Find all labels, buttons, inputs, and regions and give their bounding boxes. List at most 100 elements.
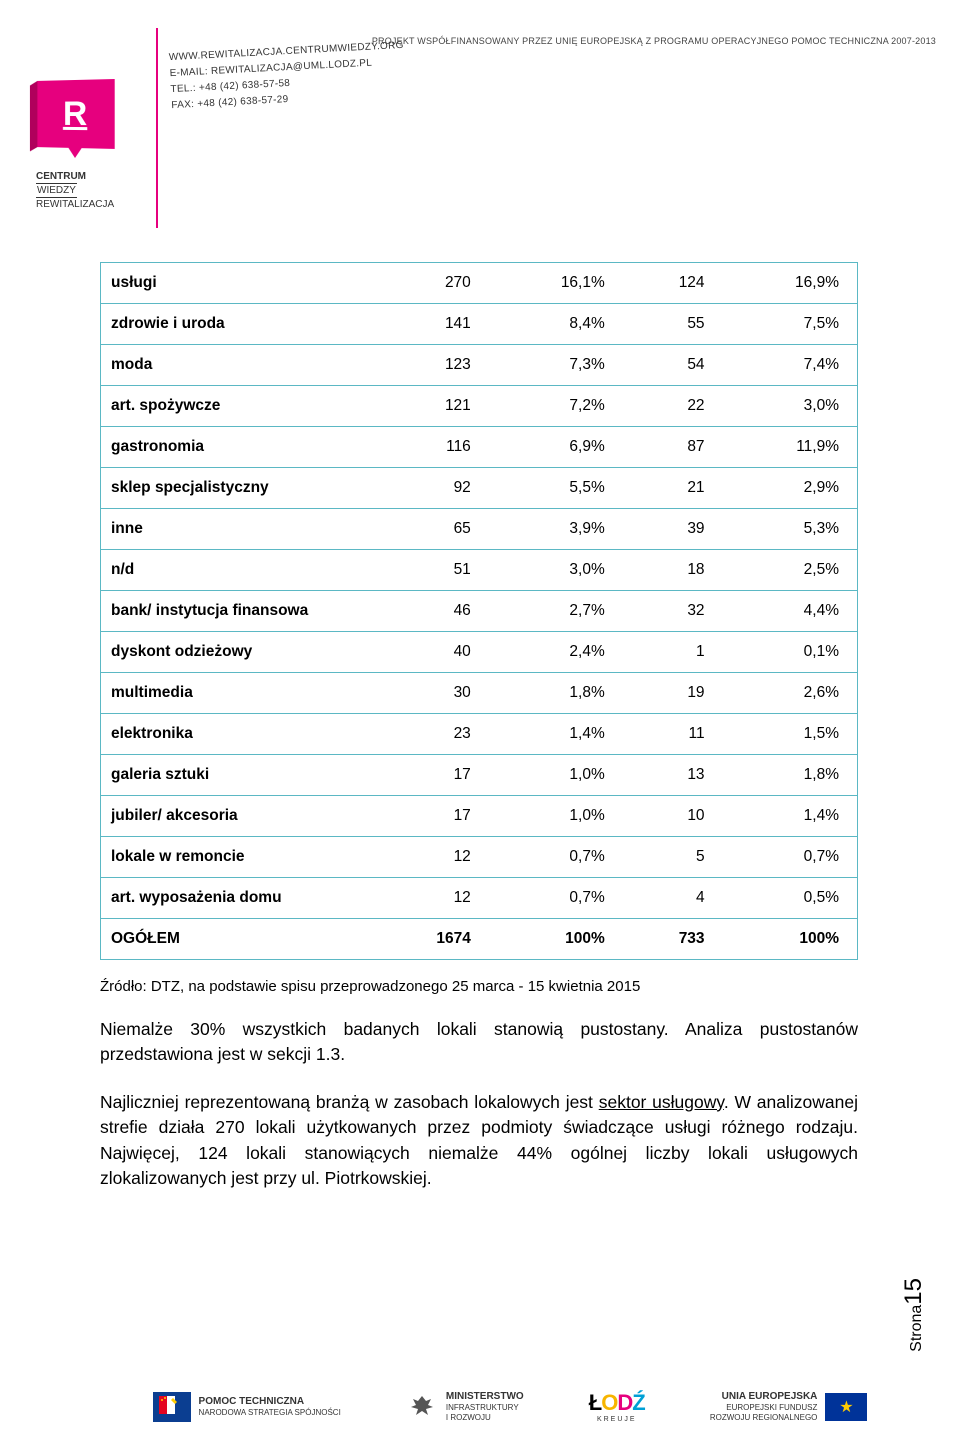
- row-value-1: 270: [373, 263, 493, 304]
- row-pct-2: 4,4%: [727, 591, 858, 632]
- para2-part-a: Najliczniej reprezentowaną branżą w zaso…: [100, 1092, 599, 1112]
- row-label: multimedia: [101, 673, 374, 714]
- footer-block-3: ŁODŹ KREUJE: [589, 1390, 645, 1424]
- row-pct-2: 0,1%: [727, 632, 858, 673]
- footer-2-sub2: I ROZWOJU: [446, 1413, 491, 1422]
- row-value-2: 54: [623, 345, 727, 386]
- row-pct-1: 8,4%: [493, 304, 623, 345]
- pomoc-techniczna-icon: [153, 1392, 191, 1422]
- row-pct-1: 6,9%: [493, 427, 623, 468]
- row-pct-2: 16,9%: [727, 263, 858, 304]
- row-pct-1: 100%: [493, 919, 623, 960]
- row-label: art. wyposażenia domu: [101, 878, 374, 919]
- contact-info: WWW.REWITALIZACJA.CENTRUMWIEDZY.ORG E-MA…: [168, 38, 406, 114]
- row-pct-2: 1,8%: [727, 755, 858, 796]
- row-value-2: 39: [623, 509, 727, 550]
- row-label: gastronomia: [101, 427, 374, 468]
- row-value-1: 123: [373, 345, 493, 386]
- footer-4-sub1: EUROPEJSKI FUNDUSZ: [726, 1403, 817, 1412]
- lodz-letter: Ź: [632, 1390, 644, 1415]
- table-row: art. wyposażenia domu120,7%40,5%: [101, 878, 858, 919]
- row-pct-2: 0,7%: [727, 837, 858, 878]
- row-value-1: 141: [373, 304, 493, 345]
- row-pct-1: 2,7%: [493, 591, 623, 632]
- footer-4-sub2: ROZWOJU REGIONALNEGO: [710, 1413, 818, 1422]
- row-label: OGÓŁEM: [101, 919, 374, 960]
- table-row: n/d513,0%182,5%: [101, 550, 858, 591]
- funding-note: PROJEKT WSPÓŁFINANSOWANY PRZEZ UNIĘ EURO…: [372, 36, 936, 46]
- table-row: sklep specjalistyczny925,5%212,9%: [101, 468, 858, 509]
- lodz-letter: O: [601, 1390, 617, 1415]
- footer-4-bold: UNIA EUROPEJSKA: [710, 1391, 818, 1403]
- row-value-1: 65: [373, 509, 493, 550]
- table-row: multimedia301,8%192,6%: [101, 673, 858, 714]
- row-pct-1: 0,7%: [493, 878, 623, 919]
- row-value-2: 21: [623, 468, 727, 509]
- row-pct-2: 2,5%: [727, 550, 858, 591]
- row-value-1: 1674: [373, 919, 493, 960]
- eu-flag-icon: ★: [825, 1393, 867, 1421]
- row-pct-2: 100%: [727, 919, 858, 960]
- footer-text-2: MINISTERSTWO INFRASTRUKTURY I ROZWOJU: [446, 1391, 524, 1422]
- page-label: Strona: [908, 1305, 925, 1352]
- footer-1-sub: NARODOWA STRATEGIA SPÓJNOŚCI: [199, 1408, 341, 1417]
- row-label: n/d: [101, 550, 374, 591]
- table-row: art. spożywcze1217,2%223,0%: [101, 386, 858, 427]
- row-label: sklep specjalistyczny: [101, 468, 374, 509]
- row-value-1: 121: [373, 386, 493, 427]
- eagle-icon: [406, 1391, 438, 1423]
- row-value-2: 4: [623, 878, 727, 919]
- row-pct-2: 7,5%: [727, 304, 858, 345]
- row-pct-1: 1,0%: [493, 755, 623, 796]
- table-row: moda1237,3%547,4%: [101, 345, 858, 386]
- row-label: galeria sztuki: [101, 755, 374, 796]
- row-label: moda: [101, 345, 374, 386]
- row-label: usługi: [101, 263, 374, 304]
- row-label: lokale w remoncie: [101, 837, 374, 878]
- speech-tail-icon: [67, 146, 83, 158]
- row-value-2: 10: [623, 796, 727, 837]
- lodz-letter: Ł: [589, 1390, 601, 1415]
- row-value-2: 87: [623, 427, 727, 468]
- row-value-1: 92: [373, 468, 493, 509]
- logo-text: CENTRUM WIEDZY REWITALIZACJA: [36, 170, 126, 211]
- table-row: lokale w remoncie120,7%50,7%: [101, 837, 858, 878]
- footer-text-1: POMOC TECHNICZNA NARODOWA STRATEGIA SPÓJ…: [199, 1396, 341, 1418]
- row-pct-1: 1,4%: [493, 714, 623, 755]
- row-value-1: 12: [373, 878, 493, 919]
- table-row: dyskont odzieżowy402,4%10,1%: [101, 632, 858, 673]
- row-pct-2: 3,0%: [727, 386, 858, 427]
- row-pct-2: 5,3%: [727, 509, 858, 550]
- lodz-letter: D: [617, 1390, 632, 1415]
- paragraph-1: Niemalże 30% wszystkich badanych lokali …: [100, 1017, 858, 1068]
- row-label: inne: [101, 509, 374, 550]
- table-row: jubiler/ akcesoria171,0%101,4%: [101, 796, 858, 837]
- logo-line-1: CENTRUM: [36, 170, 126, 183]
- logo-line-3: REWITALIZACJA: [36, 198, 126, 211]
- row-value-2: 733: [623, 919, 727, 960]
- footer-logos: POMOC TECHNICZNA NARODOWA STRATEGIA SPÓJ…: [0, 1390, 960, 1424]
- lodz-sub: KREUJE: [589, 1416, 645, 1424]
- row-value-1: 51: [373, 550, 493, 591]
- footer-2-bold: MINISTERSTWO: [446, 1391, 524, 1403]
- table-row: usługi27016,1%12416,9%: [101, 263, 858, 304]
- footer-block-1: POMOC TECHNICZNA NARODOWA STRATEGIA SPÓJ…: [153, 1392, 341, 1422]
- lodz-logo: ŁODŹ: [589, 1390, 645, 1416]
- row-label: zdrowie i uroda: [101, 304, 374, 345]
- logo-letter: R: [63, 94, 87, 133]
- row-value-1: 46: [373, 591, 493, 632]
- logo-block: R CENTRUM WIEDZY REWITALIZACJA: [36, 80, 126, 211]
- main-content: usługi27016,1%12416,9%zdrowie i uroda141…: [100, 262, 858, 1191]
- table-row: elektronika231,4%111,5%: [101, 714, 858, 755]
- table-row: zdrowie i uroda1418,4%557,5%: [101, 304, 858, 345]
- row-value-1: 12: [373, 837, 493, 878]
- table-row: inne653,9%395,3%: [101, 509, 858, 550]
- table-row: galeria sztuki171,0%131,8%: [101, 755, 858, 796]
- row-label: dyskont odzieżowy: [101, 632, 374, 673]
- row-value-2: 55: [623, 304, 727, 345]
- footer-2-sub1: INFRASTRUKTURY: [446, 1403, 519, 1412]
- table-row: gastronomia1166,9%8711,9%: [101, 427, 858, 468]
- footer-block-4: UNIA EUROPEJSKA EUROPEJSKI FUNDUSZ ROZWO…: [710, 1391, 868, 1422]
- paragraph-2: Najliczniej reprezentowaną branżą w zaso…: [100, 1090, 858, 1192]
- row-value-2: 1: [623, 632, 727, 673]
